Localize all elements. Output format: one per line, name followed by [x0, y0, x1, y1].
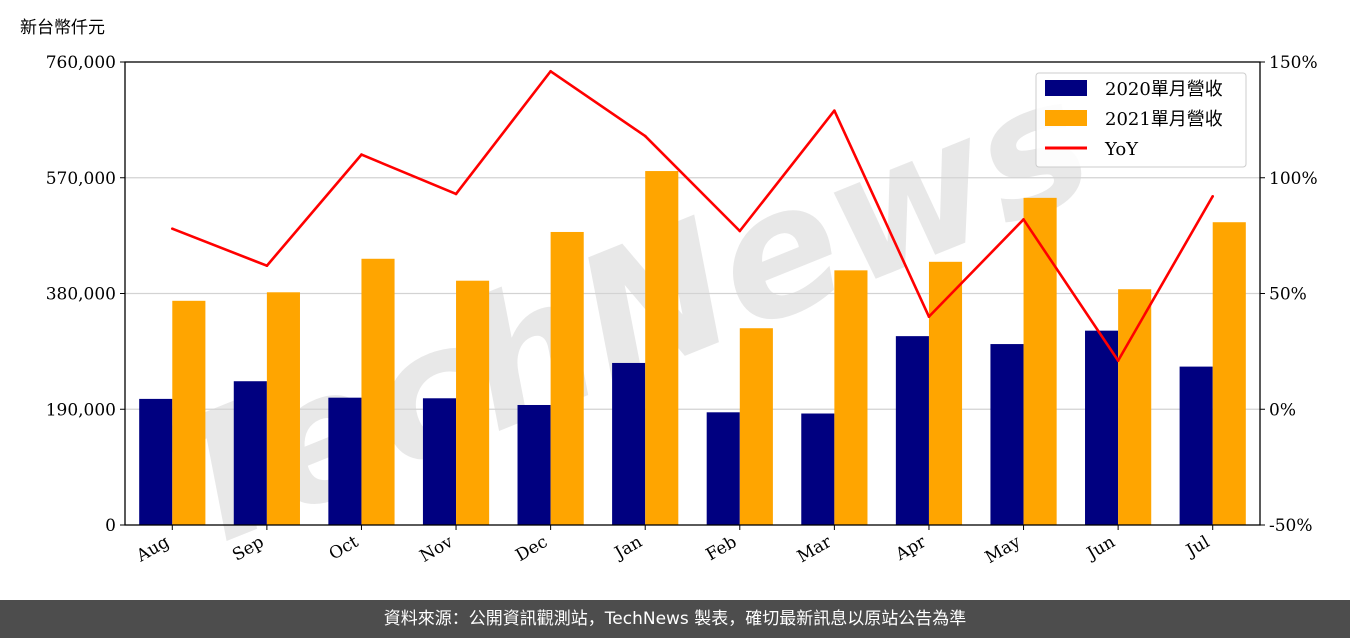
- x-tick-label: Jul: [1181, 532, 1213, 562]
- bar-2021: [550, 231, 584, 526]
- y-right-tick-label: 50%: [1269, 285, 1307, 305]
- plot-frame: [124, 61, 1261, 526]
- yoy-point: [170, 227, 174, 230]
- bars: [139, 171, 1246, 526]
- x-tick-label: Mar: [794, 532, 836, 568]
- bar-2020: [801, 413, 835, 525]
- y-right-tick-label: 150%: [1269, 53, 1318, 73]
- x-tick-label: Jun: [1082, 532, 1119, 565]
- legend-label-2020: 2020單月營收: [1105, 79, 1223, 100]
- y-tick-label: 570,000: [46, 169, 116, 189]
- bar-2021: [739, 328, 773, 525]
- x-tick-label: Apr: [891, 532, 930, 566]
- yoy-point: [265, 264, 269, 268]
- y-tick-label: 190,000: [46, 400, 116, 420]
- axes: [120, 61, 1265, 530]
- yoy-line-group: [170, 69, 1215, 362]
- x-tick-label: Nov: [416, 532, 456, 567]
- y-tick-label: 760,000: [46, 53, 116, 73]
- bar-2020: [706, 412, 740, 525]
- x-tick-label: Aug: [132, 532, 173, 567]
- y-tick-label: 380,000: [46, 285, 116, 305]
- bar-2021: [456, 280, 490, 525]
- yoy-point: [927, 315, 931, 318]
- x-tick-label: Dec: [512, 532, 551, 566]
- x-tick-label: Jan: [610, 532, 646, 564]
- yoy-point: [1116, 359, 1120, 362]
- bar-2020: [517, 404, 551, 525]
- chart: TechNews 0190,000380,000570,000760,000-5…: [20, 18, 1318, 592]
- x-tick-label: May: [982, 532, 1025, 568]
- bar-2020: [990, 344, 1024, 525]
- yoy-line: [171, 69, 1214, 362]
- bar-2021: [266, 292, 300, 525]
- bar-2020: [328, 397, 362, 525]
- x-tick-label: Feb: [703, 532, 741, 565]
- y-axis-unit-label: 新台幣仟元: [20, 18, 105, 38]
- bar-2021: [645, 171, 679, 525]
- yoy-point: [454, 192, 458, 196]
- legend-label-2021: 2021單月營收: [1105, 109, 1223, 130]
- bar-2020: [422, 398, 457, 525]
- yoy-point: [360, 153, 363, 156]
- y-right-tick-label: 0%: [1269, 400, 1296, 420]
- legend-swatch-2021: [1045, 110, 1087, 126]
- bar-2021: [1023, 197, 1057, 525]
- bar-2020: [612, 362, 646, 525]
- bar-2020: [895, 336, 929, 525]
- y-tick-label: 0: [105, 516, 116, 536]
- bar-2020: [233, 381, 267, 525]
- legend-box: [1035, 72, 1247, 168]
- bar-2021: [1118, 289, 1152, 525]
- legend: 2020單月營收 2021單月營收 YoY: [1035, 72, 1247, 168]
- yoy-point: [738, 229, 742, 233]
- bar-2020: [139, 398, 173, 525]
- yoy-point: [549, 69, 552, 73]
- bar-2021: [928, 261, 963, 525]
- y-right-tick-label: 100%: [1269, 169, 1318, 189]
- legend-label-yoy: YoY: [1104, 139, 1139, 160]
- grid-lines: [125, 177, 1260, 410]
- bar-2021: [834, 270, 868, 525]
- yoy-point: [833, 109, 836, 112]
- bar-2020: [1179, 366, 1213, 525]
- yoy-point: [1211, 194, 1215, 198]
- source-footer: 資料來源：公開資訊觀測站，TechNews 製表，確切最新訊息以原站公告為準: [0, 600, 1350, 638]
- yoy-point: [1022, 218, 1025, 221]
- bar-2021: [1212, 222, 1246, 526]
- y-right-tick-label: -50%: [1269, 516, 1313, 536]
- bar-2020: [1085, 330, 1119, 525]
- bar-2021: [172, 300, 206, 525]
- legend-swatch-2020: [1045, 80, 1087, 96]
- yoy-point: [643, 134, 647, 138]
- bar-2021: [361, 258, 395, 525]
